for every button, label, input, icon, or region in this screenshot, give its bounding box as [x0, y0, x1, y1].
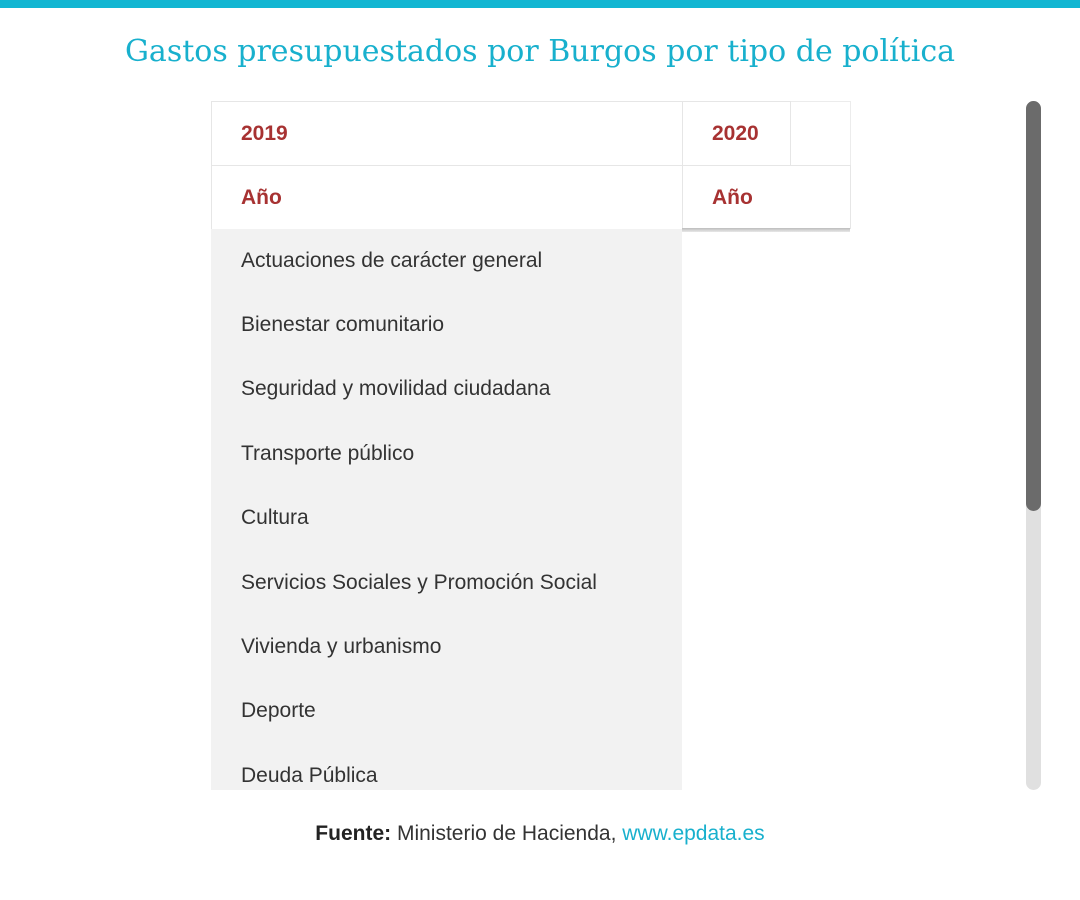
table-row: Vivienda y urbanismo	[241, 635, 442, 658]
table-row: Deporte	[241, 699, 316, 722]
top-accent-bar	[0, 0, 1080, 8]
table-row: Transporte público	[241, 442, 415, 465]
table-row: Servicios Sociales y Promoción Social	[241, 571, 597, 594]
column-header-2019[interactable]: 2019	[211, 101, 683, 166]
header-shadow	[682, 228, 850, 232]
page-title: Gastos presupuestados por Burgos por tip…	[124, 34, 956, 69]
source-label: Fuente:	[315, 822, 392, 845]
table-row: Bienestar comunitario	[241, 313, 445, 336]
row-labels-column: Actuaciones de carácter general Bienesta…	[211, 229, 682, 790]
source-footer: Fuente: Ministerio de Hacienda, www.epda…	[0, 822, 1080, 846]
source-link[interactable]: www.epdata.es	[622, 822, 765, 845]
table-row: Cultura	[241, 506, 309, 529]
table-row: Seguridad y movilidad ciudadana	[241, 377, 551, 400]
scrollbar-thumb[interactable]	[1026, 101, 1041, 511]
column-header-2020[interactable]: 2020	[682, 101, 791, 166]
subheader-ano-2020: Año	[682, 165, 851, 229]
table-row: Deuda Pública	[241, 764, 378, 787]
vertical-scrollbar[interactable]	[1026, 101, 1041, 790]
source-text: Ministerio de Hacienda,	[396, 822, 617, 845]
data-table: 2019 2020 Año Año Actuaciones de carácte…	[211, 101, 851, 790]
table-row: Actuaciones de carácter general	[241, 249, 543, 272]
subheader-ano-2019: Año	[211, 165, 683, 229]
